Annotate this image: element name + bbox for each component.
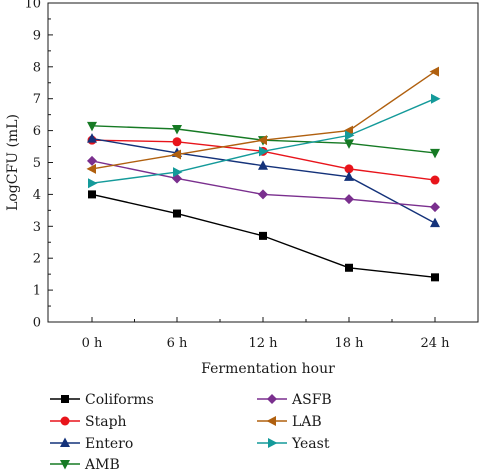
data-point-amb bbox=[430, 148, 440, 159]
legend-label-yeast: Yeast bbox=[291, 436, 330, 452]
legend-marker-entero bbox=[60, 437, 70, 447]
data-point-asfb bbox=[258, 189, 268, 200]
y-tick-label: 6 bbox=[33, 124, 41, 139]
legend-item-coliforms: Coliforms bbox=[50, 392, 154, 408]
y-axis: 0 1 2 3 4 5 6 7 8 9 10 bbox=[24, 0, 53, 331]
data-point-entero bbox=[430, 217, 440, 228]
data-point-amb bbox=[87, 121, 97, 132]
y-axis-title: LogCFU (mL) bbox=[5, 114, 21, 211]
y-tick-label: 0 bbox=[33, 316, 41, 331]
data-point-staph bbox=[344, 164, 354, 174]
legend-marker-amb bbox=[60, 460, 70, 470]
data-point-entero bbox=[344, 171, 354, 181]
x-tick-label: 24 h bbox=[420, 336, 450, 351]
legend-label-entero: Entero bbox=[85, 436, 133, 452]
legend-label-lab: LAB bbox=[292, 414, 322, 430]
data-point-coliforms bbox=[173, 209, 181, 218]
data-point-yeast bbox=[345, 130, 355, 141]
legend: Coliforms Staph Entero AMB ASFB LAB Yeast bbox=[50, 392, 332, 471]
data-point-coliforms bbox=[431, 273, 439, 282]
series-asfb bbox=[87, 155, 440, 213]
x-tick-label: 6 h bbox=[167, 336, 188, 351]
data-point-yeast bbox=[431, 93, 441, 104]
y-tick-label: 3 bbox=[33, 220, 41, 235]
data-point-staph bbox=[172, 137, 182, 147]
legend-label-staph: Staph bbox=[85, 414, 127, 430]
data-point-lab bbox=[171, 149, 181, 160]
y-tick-label: 9 bbox=[33, 28, 41, 43]
data-point-yeast bbox=[88, 178, 98, 189]
data-point-coliforms bbox=[345, 263, 353, 272]
legend-item-amb: AMB bbox=[50, 457, 120, 471]
y-tick-label: 8 bbox=[33, 60, 41, 75]
data-point-entero bbox=[258, 160, 268, 170]
data-point-amb bbox=[344, 139, 354, 149]
data-point-coliforms bbox=[88, 190, 96, 199]
data-point-yeast bbox=[259, 146, 269, 157]
legend-label-amb: AMB bbox=[84, 457, 120, 471]
series-yeast bbox=[88, 93, 441, 189]
x-tick-label: 18 h bbox=[334, 336, 364, 351]
data-point-lab bbox=[257, 135, 267, 146]
legend-item-entero: Entero bbox=[50, 436, 133, 452]
data-point-lab bbox=[429, 66, 439, 77]
series-coliforms bbox=[88, 190, 439, 282]
data-point-lab bbox=[343, 125, 353, 136]
data-point-asfb bbox=[430, 202, 440, 213]
y-tick-label: 4 bbox=[33, 188, 41, 203]
y-tick-label: 10 bbox=[24, 0, 41, 12]
legend-marker-coliforms bbox=[61, 395, 69, 403]
y-tick-label: 5 bbox=[33, 156, 41, 171]
y-tick-label: 7 bbox=[33, 92, 41, 107]
legend-label-asfb: ASFB bbox=[291, 392, 332, 408]
y-tick-label: 2 bbox=[33, 252, 41, 267]
y-tick-label: 1 bbox=[33, 284, 41, 299]
data-point-asfb bbox=[87, 155, 97, 166]
data-point-lab bbox=[86, 163, 96, 174]
x-axis-title: Fermentation hour bbox=[201, 361, 335, 377]
legend-marker-staph bbox=[60, 416, 70, 426]
series-layer bbox=[86, 66, 441, 282]
data-point-entero bbox=[87, 133, 97, 143]
data-point-asfb bbox=[344, 194, 354, 205]
legend-item-staph: Staph bbox=[50, 414, 127, 430]
legend-marker-lab bbox=[266, 416, 276, 426]
data-point-amb bbox=[172, 125, 182, 135]
legend-marker-yeast bbox=[268, 438, 278, 448]
x-tick-label: 12 h bbox=[248, 336, 278, 351]
data-point-coliforms bbox=[259, 231, 267, 240]
legend-item-asfb: ASFB bbox=[257, 392, 332, 408]
legend-marker-asfb bbox=[267, 394, 277, 404]
series-lab bbox=[86, 66, 439, 174]
legend-label-coliforms: Coliforms bbox=[85, 392, 154, 408]
legend-item-yeast: Yeast bbox=[257, 436, 330, 452]
data-point-yeast bbox=[173, 167, 183, 178]
legend-item-lab: LAB bbox=[257, 414, 322, 430]
data-point-staph bbox=[430, 175, 440, 185]
x-axis: 0 h 6 h 12 h 18 h 24 h bbox=[82, 317, 450, 351]
x-tick-label: 0 h bbox=[82, 336, 103, 351]
